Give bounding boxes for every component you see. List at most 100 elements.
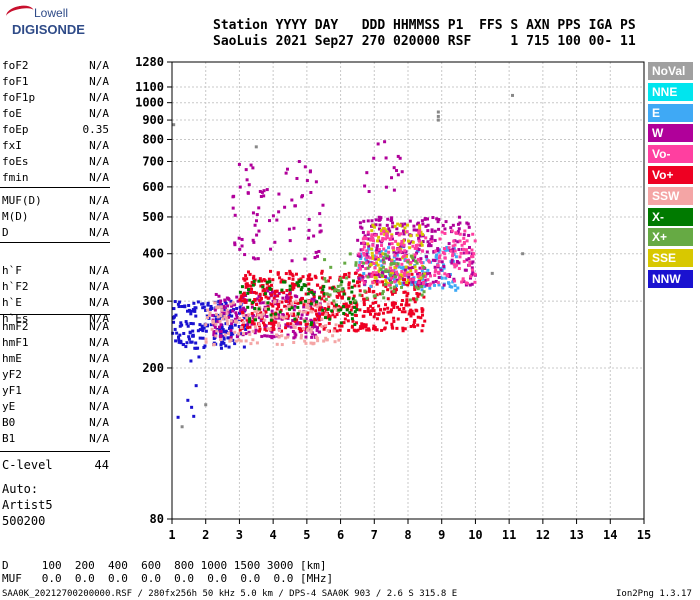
data-point bbox=[260, 317, 264, 321]
param-value: N/A bbox=[89, 312, 109, 325]
param-label: fxI bbox=[2, 139, 22, 152]
data-point bbox=[191, 308, 195, 312]
data-point bbox=[398, 257, 402, 261]
data-point bbox=[402, 232, 406, 236]
data-point bbox=[229, 331, 233, 335]
legend-item-sse: SSE bbox=[648, 249, 693, 268]
x-tick-label: 8 bbox=[404, 528, 411, 542]
data-point bbox=[316, 283, 320, 287]
data-point bbox=[316, 339, 320, 343]
data-point bbox=[383, 232, 387, 236]
data-point bbox=[382, 260, 386, 264]
data-point bbox=[420, 266, 424, 270]
data-point bbox=[339, 283, 343, 287]
data-point bbox=[346, 319, 350, 323]
footer-file-info: SAA0K_20212700200000.RSF / 280fx256h 50 … bbox=[2, 589, 458, 599]
data-point bbox=[467, 233, 471, 237]
data-point bbox=[296, 301, 300, 305]
data-point bbox=[328, 286, 332, 290]
data-point bbox=[379, 216, 383, 220]
data-point bbox=[384, 256, 388, 260]
data-point bbox=[429, 244, 433, 248]
data-point bbox=[398, 223, 402, 227]
data-point bbox=[180, 425, 184, 429]
data-point bbox=[292, 226, 296, 230]
data-point bbox=[267, 277, 271, 281]
data-point bbox=[371, 239, 375, 243]
data-point bbox=[172, 320, 176, 324]
data-point bbox=[372, 273, 376, 277]
data-point bbox=[357, 263, 361, 267]
data-point bbox=[252, 274, 256, 278]
data-point bbox=[451, 248, 455, 252]
data-point bbox=[300, 285, 304, 289]
data-point bbox=[397, 280, 401, 284]
data-point bbox=[231, 301, 235, 305]
data-point bbox=[423, 217, 427, 221]
data-point bbox=[445, 245, 449, 249]
data-point bbox=[464, 248, 468, 252]
data-point bbox=[442, 266, 446, 270]
data-point bbox=[362, 219, 366, 223]
data-point bbox=[436, 263, 440, 267]
param-label: B0 bbox=[2, 416, 16, 429]
data-point bbox=[293, 326, 297, 330]
data-point bbox=[208, 311, 212, 315]
data-point bbox=[338, 324, 342, 328]
param-label: MUF(D) bbox=[2, 194, 42, 207]
data-point bbox=[439, 267, 443, 271]
data-point bbox=[324, 324, 328, 328]
data-point bbox=[322, 311, 326, 315]
data-point bbox=[420, 329, 424, 333]
data-point bbox=[324, 279, 328, 283]
data-point bbox=[340, 280, 344, 284]
data-point bbox=[427, 244, 431, 248]
data-point bbox=[428, 274, 432, 278]
data-point bbox=[358, 308, 362, 312]
data-point bbox=[330, 309, 334, 313]
data-point bbox=[358, 260, 362, 264]
data-point bbox=[317, 249, 321, 253]
data-point bbox=[371, 290, 375, 294]
data-point bbox=[277, 335, 281, 339]
data-point bbox=[473, 272, 477, 276]
data-point bbox=[377, 215, 381, 219]
data-point bbox=[402, 229, 406, 233]
data-point bbox=[254, 318, 258, 322]
data-point bbox=[443, 231, 447, 235]
param-row-hmf1: hmF1 N/A bbox=[2, 336, 109, 349]
data-point bbox=[302, 327, 306, 331]
data-point bbox=[374, 255, 378, 259]
data-point bbox=[395, 273, 399, 277]
data-point bbox=[400, 270, 404, 274]
data-point bbox=[417, 230, 421, 234]
data-point bbox=[219, 338, 223, 342]
data-point bbox=[321, 312, 325, 316]
data-point bbox=[409, 314, 413, 318]
data-point bbox=[327, 313, 331, 317]
data-point bbox=[223, 315, 227, 319]
data-point bbox=[444, 220, 448, 224]
data-point bbox=[192, 414, 196, 418]
data-point bbox=[350, 312, 354, 316]
data-point bbox=[291, 330, 295, 334]
data-point bbox=[437, 227, 441, 231]
data-point bbox=[434, 279, 438, 283]
data-point bbox=[227, 336, 231, 340]
data-point bbox=[337, 305, 341, 309]
y-tick-label: 300 bbox=[142, 294, 164, 308]
data-point bbox=[278, 276, 282, 280]
param-value: N/A bbox=[89, 368, 109, 381]
data-point bbox=[375, 246, 379, 250]
data-point bbox=[270, 290, 274, 294]
data-point bbox=[304, 341, 308, 345]
data-point bbox=[387, 283, 391, 287]
data-point bbox=[419, 257, 423, 261]
data-point bbox=[394, 284, 398, 288]
param-value: N/A bbox=[89, 320, 109, 333]
data-point bbox=[237, 332, 241, 336]
data-point bbox=[206, 303, 210, 307]
data-point bbox=[426, 217, 430, 221]
data-point bbox=[442, 264, 446, 268]
data-point bbox=[233, 213, 237, 217]
